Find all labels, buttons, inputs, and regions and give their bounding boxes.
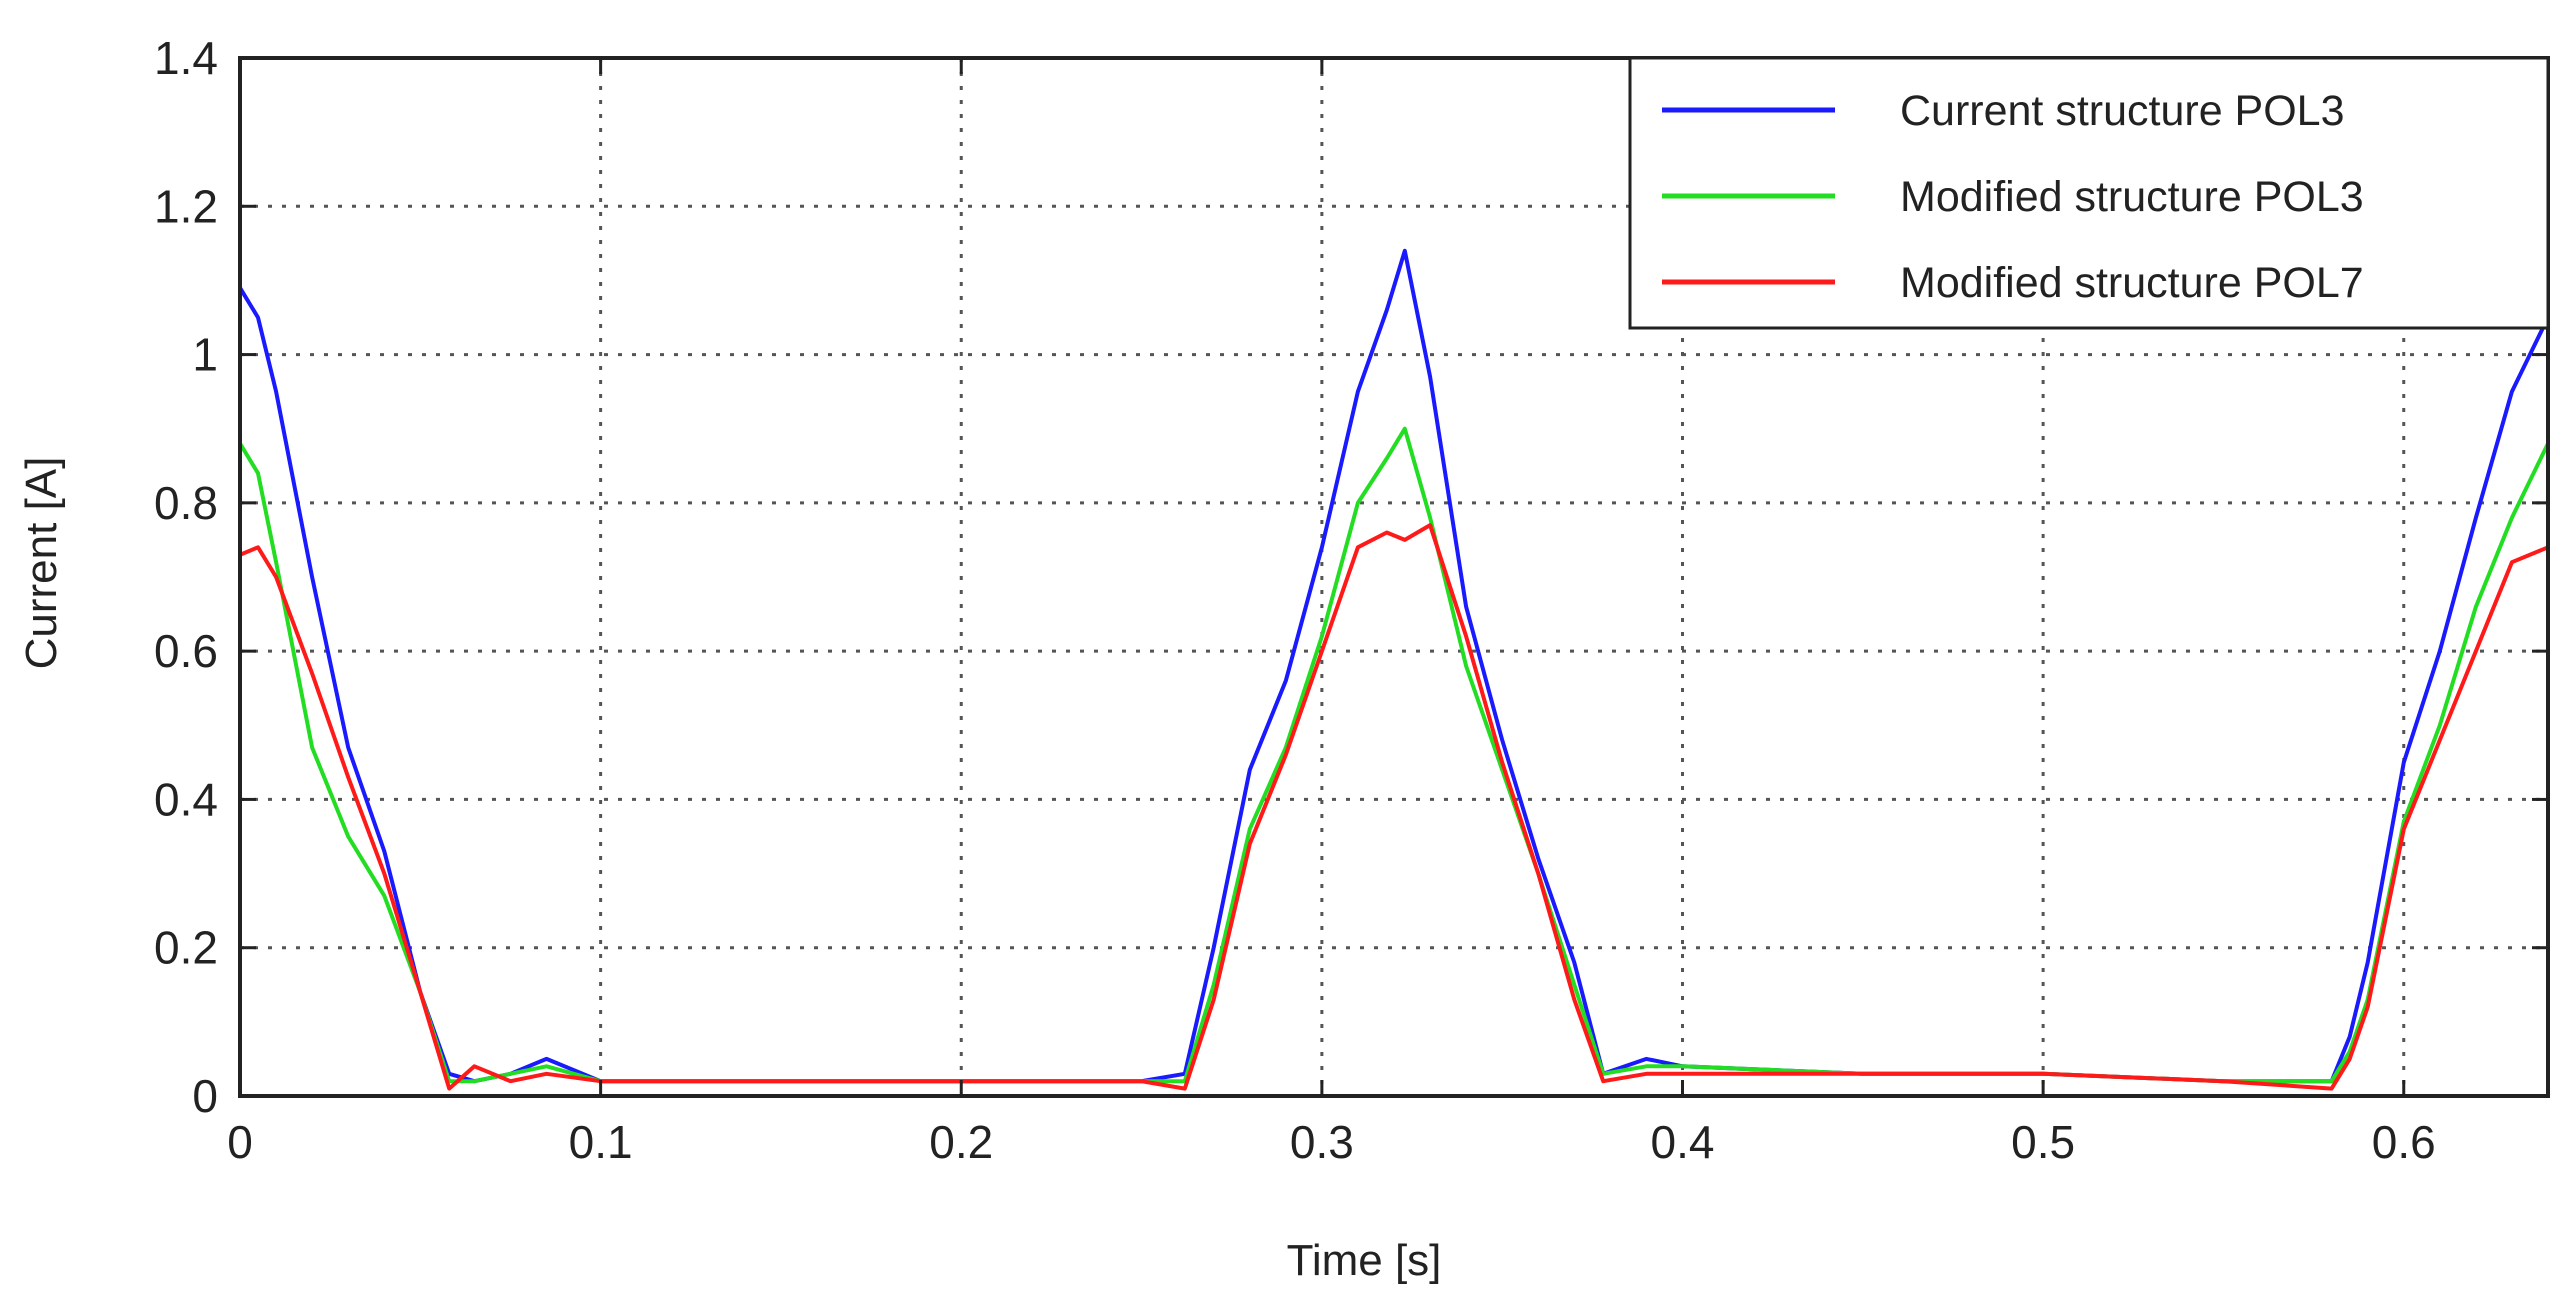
x-tick-label: 0.3: [1290, 1116, 1354, 1168]
x-tick-label: 0.1: [569, 1116, 633, 1168]
x-axis-label: Time [s]: [1287, 1236, 1442, 1285]
y-tick-label: 0.2: [154, 922, 218, 974]
legend-label-1: Current structure POL3: [1900, 87, 2345, 135]
x-tick-label: 0.6: [2372, 1116, 2436, 1168]
plot-frame: [238, 56, 2550, 1098]
grid-lines: [240, 58, 2548, 1096]
legend-label-2: Modified structure POL3: [1900, 173, 2364, 221]
axis-ticks: 0 0.1 0.2 0.3 0.4 0.5 0.6 0 0.2 0.4 0.6 0.8 1 1.2 1.4: [154, 32, 2548, 1168]
y-tick-label: 1: [192, 329, 218, 381]
legend: Current structure POL3 Modified structure…: [1628, 56, 2550, 330]
x-tick-label: 0.2: [929, 1116, 993, 1168]
x-tick-label: 0.5: [2011, 1116, 2075, 1168]
legend-label-3: Modified structure POL7: [1900, 259, 2364, 307]
y-tick-label: 1.2: [154, 180, 218, 232]
series-lines: [238, 248, 2550, 1091]
series-line-3: [239, 523, 2549, 1091]
y-tick-label: 0.8: [154, 477, 218, 529]
y-tick-label: 1.4: [154, 32, 218, 84]
y-tick-label: 0.4: [154, 773, 218, 825]
x-tick-label: 0: [227, 1116, 253, 1168]
x-tick-label: 0.4: [1651, 1116, 1715, 1168]
y-tick-label: 0: [192, 1070, 218, 1122]
y-axis-label: Current [A]: [17, 457, 66, 670]
y-tick-label: 0.6: [154, 625, 218, 677]
